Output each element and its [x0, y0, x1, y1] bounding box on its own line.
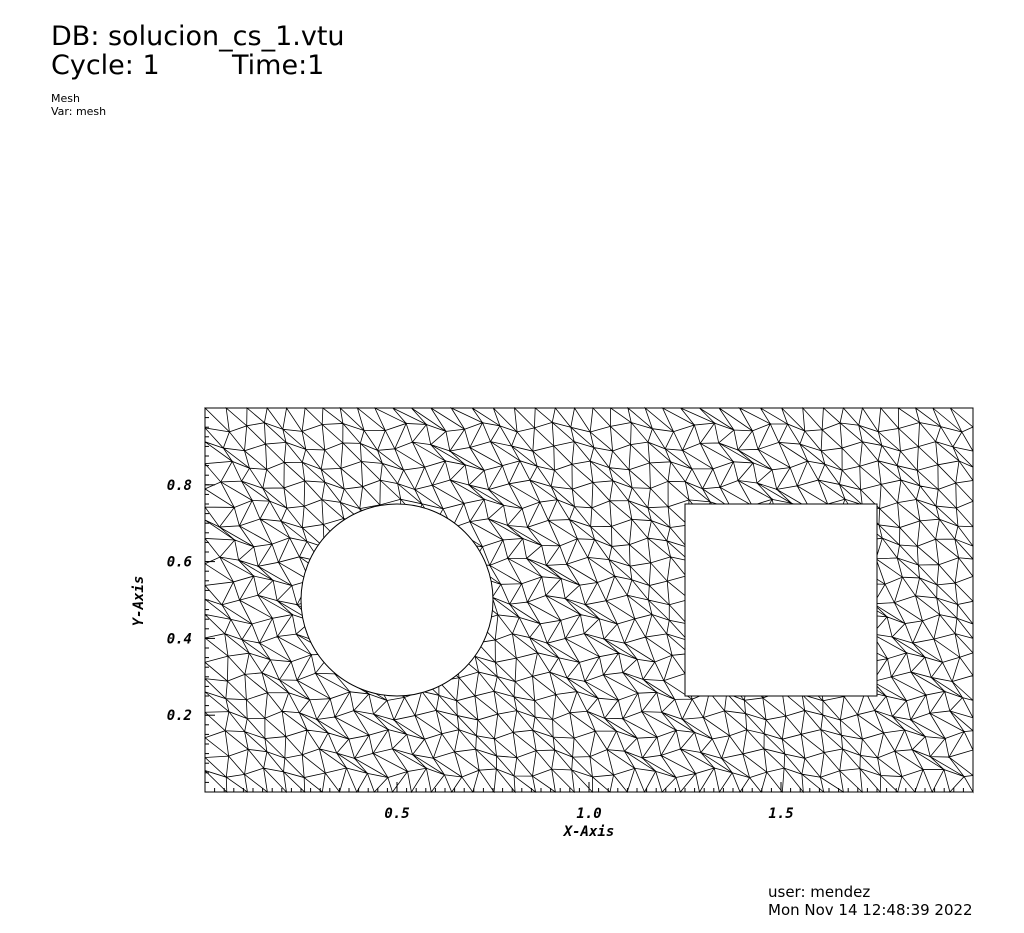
db-label: DB: solucion_cs_1.vtu: [51, 21, 345, 52]
mesh: [204, 406, 974, 794]
circle-hole: [300, 503, 494, 697]
plot-label: Mesh: [51, 92, 80, 105]
y-tick-label: 0.6: [167, 555, 192, 571]
var-label: Var: mesh: [51, 105, 106, 118]
user-label: user: mendez: [768, 883, 870, 901]
square-hole: [684, 503, 878, 697]
cycle-label: Cycle: 1: [51, 50, 160, 81]
time-label: Time:1: [231, 50, 324, 81]
x-axis-title: X-Axis: [563, 824, 615, 840]
x-tick-label: 0.5: [384, 806, 409, 822]
x-tick-label: 1.5: [768, 806, 793, 822]
x-tick-label: 1.0: [576, 806, 601, 822]
y-tick-label: 0.8: [167, 478, 192, 494]
y-tick-label: 0.4: [167, 631, 192, 647]
y-axis-title: Y-Axis: [131, 576, 147, 627]
date-label: Mon Nov 14 12:48:39 2022: [768, 901, 973, 919]
y-tick-label: 0.2: [167, 708, 192, 724]
